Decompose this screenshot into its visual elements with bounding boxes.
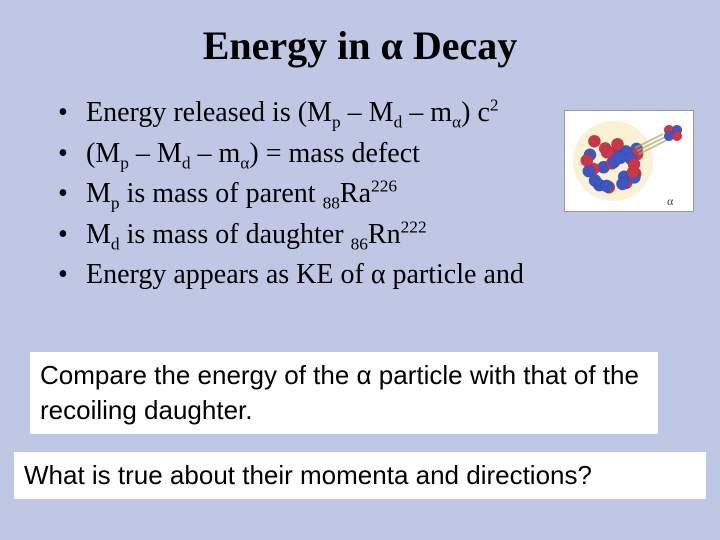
bullet-text: Md is mass of daughter 86Rn222 [86, 219, 427, 250]
bullet-text: Energy appears as KE of α particle and [86, 259, 524, 290]
bullet-text: Mp is mass of parent 88Ra226 [86, 178, 397, 209]
callout-text: Compare the energy of the α particle wit… [40, 360, 639, 425]
title-pre: Energy in [203, 23, 381, 68]
bullet-text: (Mp – Md – mα) = mass defect [86, 138, 420, 169]
bullet-text: Energy released is (Mp – Md – mα) c2 [86, 97, 499, 128]
title-alpha: α [381, 23, 403, 68]
callout-box-question: What is true about their momenta and dir… [14, 452, 706, 499]
svg-text:α: α [667, 194, 674, 208]
alpha-decay-svg: α [565, 111, 695, 213]
callout-box-compare: Compare the energy of the α particle wit… [30, 352, 658, 434]
title-post: Decay [403, 23, 517, 68]
callout-text: What is true about their momenta and dir… [24, 460, 592, 490]
slide-title: Energy in α Decay [0, 0, 720, 93]
bullet-item: Energy appears as KE of α particle and [58, 255, 700, 296]
bullet-item: Md is mass of daughter 86Rn222 [58, 215, 700, 256]
alpha-decay-diagram: α [564, 110, 694, 212]
